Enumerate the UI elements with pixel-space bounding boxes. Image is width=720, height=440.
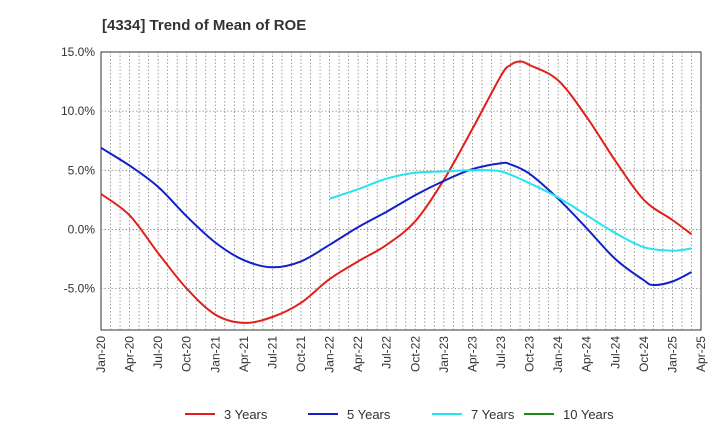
series-lines xyxy=(100,60,693,324)
x-tick-label: Jul-24 xyxy=(608,336,622,369)
legend-label-10-years: 10 Years xyxy=(563,407,614,422)
grid-lines xyxy=(101,52,701,330)
y-tick-label: -5.0% xyxy=(64,282,96,296)
legend-label-3-years: 3 Years xyxy=(224,407,268,422)
x-tick-label: Oct-24 xyxy=(637,336,651,372)
x-tick-label: Oct-21 xyxy=(294,336,308,372)
x-tick-label: Apr-25 xyxy=(694,336,708,372)
x-tick-label: Jan-23 xyxy=(437,336,451,373)
x-tick-label: Jan-25 xyxy=(665,336,679,373)
plot-area xyxy=(100,51,702,331)
x-tick-label: Oct-22 xyxy=(408,336,422,372)
y-tick-label: 10.0% xyxy=(61,104,95,118)
plot-border xyxy=(100,51,702,331)
y-tick-label: 0.0% xyxy=(68,222,96,236)
x-tick-label: Jul-22 xyxy=(380,336,394,369)
x-axis: Jan-20 Apr-20 Jul-20 Oct-20 Jan-21 Apr-21 Jul-… xyxy=(94,336,708,373)
x-tick-label: Oct-20 xyxy=(180,336,194,372)
x-tick-label: Jul-21 xyxy=(265,336,279,369)
x-tick-label: Jan-22 xyxy=(323,336,337,373)
x-tick-label: Jan-20 xyxy=(94,336,108,373)
legend-label-5-years: 5 Years xyxy=(347,407,391,422)
y-tick-label: 5.0% xyxy=(68,163,96,177)
x-tick-label: Apr-23 xyxy=(465,336,479,372)
x-tick-label: Apr-20 xyxy=(123,336,137,372)
chart-title: [4334] Trend of Mean of ROE xyxy=(102,17,306,34)
x-tick-label: Apr-21 xyxy=(237,336,251,372)
legend: 3 Years 5 Years 7 Years 10 Years xyxy=(185,407,614,422)
x-tick-label: Jan-21 xyxy=(208,336,222,373)
legend-label-7-years: 7 Years xyxy=(471,407,515,422)
series-line-3-years xyxy=(100,60,693,324)
x-tick-label: Oct-23 xyxy=(523,336,537,372)
x-tick-label: Jan-24 xyxy=(551,336,565,373)
series-line-7-years xyxy=(329,169,692,252)
x-tick-label: Jul-20 xyxy=(151,336,165,369)
x-tick-label: Apr-24 xyxy=(580,336,594,372)
x-tick-label: Jul-23 xyxy=(494,336,508,369)
y-axis: 15.0% 10.0% 5.0% 0.0% -5.0% xyxy=(61,45,95,296)
x-tick-label: Apr-22 xyxy=(351,336,365,372)
series-line-5-years xyxy=(100,146,692,287)
y-tick-label: 15.0% xyxy=(61,45,95,59)
